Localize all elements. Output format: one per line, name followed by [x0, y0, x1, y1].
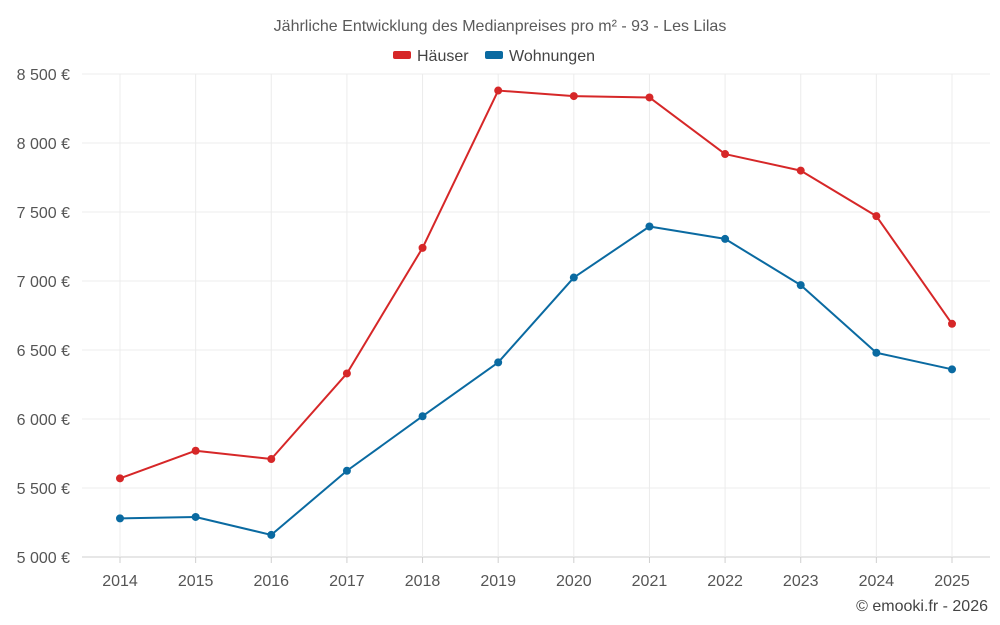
legend-label-wohnungen: Wohnungen — [509, 48, 595, 65]
data-point-hauser[interactable] — [645, 93, 654, 102]
data-point-wohnungen[interactable] — [569, 273, 578, 282]
data-point-hauser[interactable] — [948, 319, 956, 328]
data-point-wohnungen[interactable] — [267, 530, 276, 539]
data-point-hauser[interactable] — [569, 92, 578, 101]
data-point-hauser[interactable] — [796, 166, 805, 175]
x-tick-label: 2021 — [632, 573, 668, 590]
data-point-hauser[interactable] — [267, 455, 276, 464]
chart-title: Jährliche Entwicklung des Medianpreises … — [274, 18, 727, 35]
x-tick-label: 2020 — [556, 573, 592, 590]
y-tick-label: 8 000 € — [17, 136, 70, 153]
data-point-hauser[interactable] — [418, 243, 427, 252]
x-tick-label: 2023 — [783, 573, 819, 590]
data-point-wohnungen[interactable] — [418, 412, 427, 421]
data-point-wohnungen[interactable] — [872, 348, 881, 357]
legend-label-hauser: Häuser — [417, 48, 469, 65]
x-tick-label: 2017 — [329, 573, 365, 590]
y-tick-label: 5 000 € — [17, 550, 70, 567]
grid-layer — [82, 73, 990, 558]
legend-swatch-hauser — [393, 51, 411, 59]
data-point-wohnungen[interactable] — [721, 234, 730, 243]
data-point-wohnungen[interactable] — [494, 358, 503, 367]
data-point-hauser[interactable] — [494, 86, 503, 95]
data-point-hauser[interactable] — [191, 446, 200, 455]
y-tick-label: 7 500 € — [17, 205, 70, 222]
y-tick-label: 6 500 € — [17, 343, 70, 360]
x-tick-label: 2018 — [405, 573, 441, 590]
y-tick-label: 8 500 € — [17, 67, 70, 84]
x-tick-label: 2019 — [480, 573, 516, 590]
x-tick-label: 2025 — [934, 573, 970, 590]
data-point-wohnungen[interactable] — [796, 281, 805, 290]
series-line-hauser — [119, 89, 953, 480]
legend: Häuser Wohnungen — [393, 48, 595, 65]
data-point-wohnungen[interactable] — [948, 365, 956, 374]
data-point-hauser[interactable] — [116, 474, 124, 483]
copyright-credit: © emooki.fr - 2026 — [856, 598, 988, 615]
x-tick-label: 2016 — [253, 573, 289, 590]
legend-item-wohnungen[interactable]: Wohnungen — [485, 48, 595, 65]
x-tick-label: 2022 — [707, 573, 743, 590]
x-tick-label: 2014 — [102, 573, 138, 590]
y-tick-label: 5 500 € — [17, 481, 70, 498]
y-tick-label: 7 000 € — [17, 274, 70, 291]
data-point-wohnungen[interactable] — [342, 466, 351, 475]
data-point-wohnungen[interactable] — [191, 512, 200, 521]
data-point-hauser[interactable] — [721, 150, 730, 159]
x-tick-label: 2024 — [859, 573, 895, 590]
data-point-wohnungen[interactable] — [116, 514, 124, 523]
data-point-hauser[interactable] — [342, 369, 351, 378]
data-point-wohnungen[interactable] — [645, 222, 654, 231]
legend-item-hauser[interactable]: Häuser — [393, 48, 469, 65]
legend-swatch-wohnungen — [485, 51, 503, 59]
y-tick-label: 6 000 € — [17, 412, 70, 429]
data-point-hauser[interactable] — [872, 212, 881, 221]
x-tick-label: 2015 — [178, 573, 214, 590]
series-line-wohnungen — [119, 225, 953, 536]
series-layer — [116, 86, 956, 539]
axis-layer: 5 000 € 5 500 € 6 000 € 6 500 € 7 000 € 7 500… — [17, 67, 970, 590]
